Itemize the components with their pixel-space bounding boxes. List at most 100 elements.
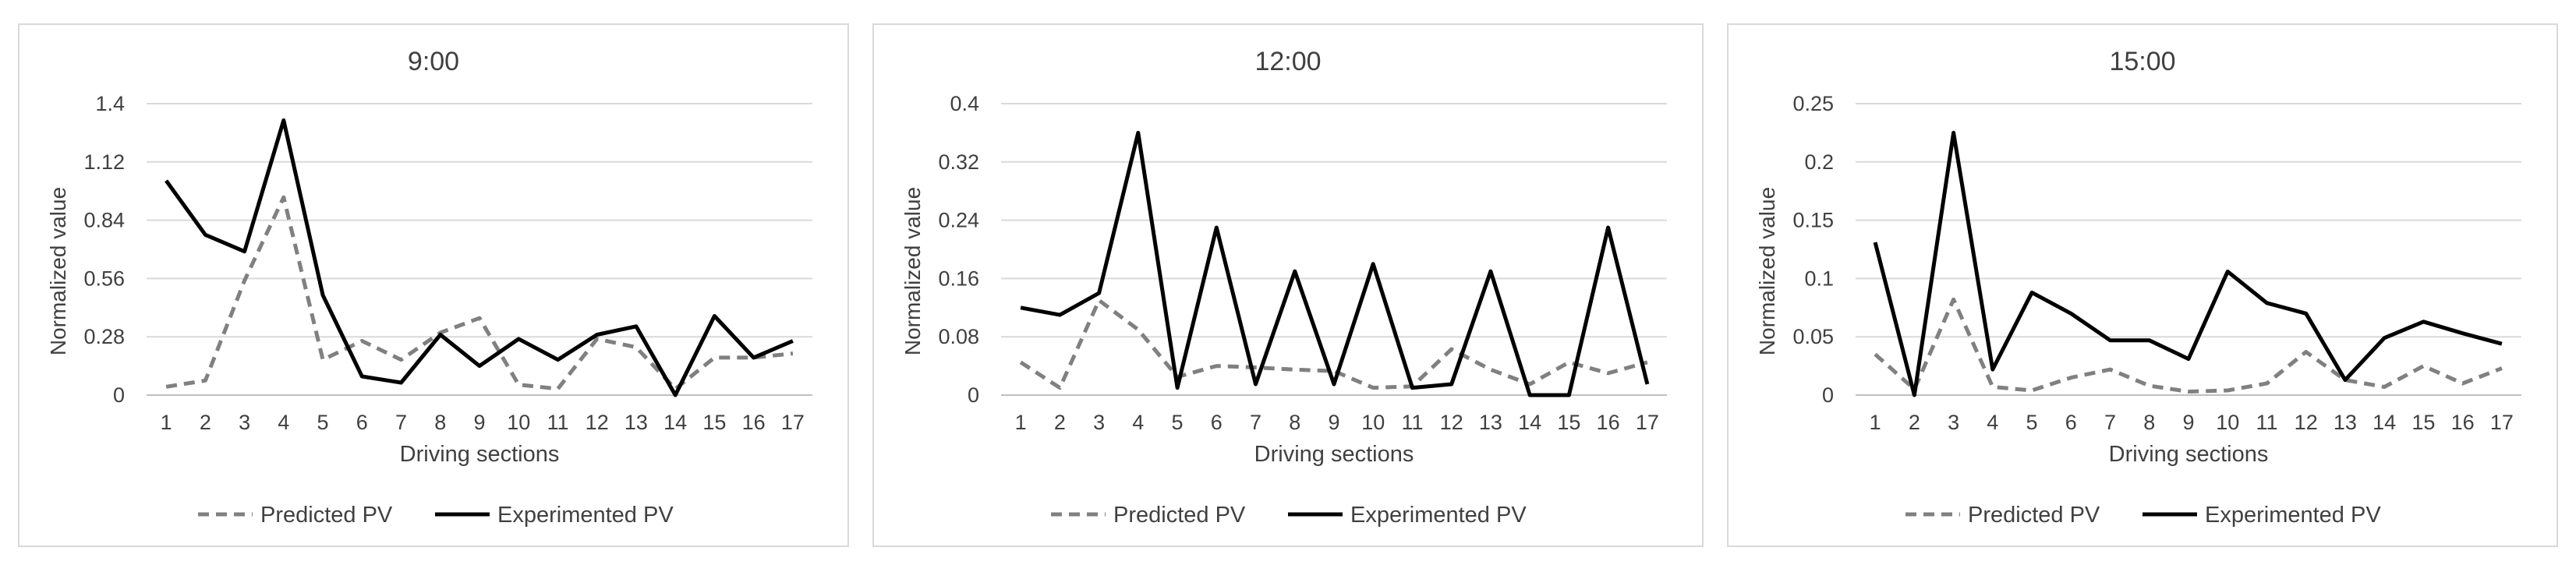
chart-3-xtick-label: 2 bbox=[1909, 411, 1920, 434]
chart-3-ytick-label: 0.15 bbox=[1792, 209, 1834, 232]
chart-panel-1: 9:00 Normalized value Driving sections 0… bbox=[18, 23, 849, 547]
chart-1-legend: Predicted PV Experimented PV bbox=[198, 503, 674, 528]
chart-1-xtick-label: 1 bbox=[161, 411, 172, 434]
chart-2-plot-area: 00.080.160.240.320.41 2 3 4 5 6 7 8 9 10 11 12 13 14 1… bbox=[938, 92, 1667, 434]
chart-1-ytick-label: 1.4 bbox=[95, 92, 125, 115]
chart-2-xtick-label: 17 bbox=[1636, 411, 1659, 434]
chart-1-xtick-label: 15 bbox=[702, 411, 726, 434]
chart-3-xtick-label: 15 bbox=[2411, 411, 2435, 434]
chart-1-xtick-label: 11 bbox=[547, 411, 568, 434]
chart-1-xlabel: Driving sections bbox=[400, 442, 560, 467]
chart-3-plot-area: 00.050.10.150.20.251 2 3 4 5 6 7 8 9 10 11 12 13 14 15… bbox=[1792, 92, 2521, 434]
chart-panel-3: 15:00 Normalized value Driving sections … bbox=[1727, 23, 2558, 547]
chart-1-series-experimented-pv-line bbox=[165, 118, 794, 397]
chart-1-xtick-label: 16 bbox=[742, 411, 766, 434]
chart-1-xtick-label: 10 bbox=[507, 411, 530, 434]
chart-3-ytick-label: 0.25 bbox=[1792, 92, 1834, 115]
chart-3-xtick-label: 13 bbox=[2334, 411, 2357, 434]
chart-1-legend-experimented: Experimented PV bbox=[497, 503, 674, 528]
chart-3-xtick-label: 10 bbox=[2216, 411, 2239, 434]
chart-1-ytick-label: 0.28 bbox=[83, 325, 125, 348]
chart-3-legend-predicted: Predicted PV bbox=[1968, 503, 2100, 528]
chart-3-series-predicted-pv-line bbox=[1874, 297, 2503, 394]
chart-1-ytick-label: 0 bbox=[113, 383, 125, 407]
chart-2-xtick-label: 10 bbox=[1361, 411, 1385, 434]
chart-2-ytick-label: 0.08 bbox=[938, 325, 979, 348]
chart-3-ytick-label: 0.05 bbox=[1792, 325, 1834, 348]
chart-3-xtick-label: 4 bbox=[1987, 411, 1998, 434]
chart-1-xtick-label: 6 bbox=[356, 411, 368, 434]
chart-1-ytick-label: 0.56 bbox=[83, 267, 125, 290]
chart-1-xtick-label: 9 bbox=[473, 411, 485, 434]
chart-1-series-predicted-pv-line bbox=[165, 195, 794, 391]
chart-1-xtick-label: 12 bbox=[586, 411, 609, 434]
chart-2-xtick-label: 12 bbox=[1440, 411, 1463, 434]
chart-3-xtick-label: 9 bbox=[2182, 411, 2194, 434]
chart-3-legend-experimented: Experimented PV bbox=[2205, 503, 2381, 528]
chart-2-ytick-label: 0.16 bbox=[938, 267, 979, 290]
chart-2-xtick-label: 14 bbox=[1518, 411, 1541, 434]
chart-2-legend-experimented: Experimented PV bbox=[1350, 503, 1527, 528]
chart-3-xtick-label: 5 bbox=[2026, 411, 2038, 434]
chart-panel-3-border bbox=[1727, 23, 2558, 547]
chart-2-xtick-label: 4 bbox=[1132, 411, 1144, 434]
chart-2-xtick-label: 8 bbox=[1289, 411, 1300, 434]
chart-panel-1-border bbox=[18, 23, 849, 547]
chart-3-ytick-label: 0.2 bbox=[1804, 150, 1834, 174]
chart-1-xtick-label: 8 bbox=[434, 411, 446, 434]
chart-3-ytick-label: 0.1 bbox=[1804, 267, 1834, 290]
chart-2-ytick-label: 0.32 bbox=[938, 150, 979, 174]
chart-3-legend: Predicted PV Experimented PV bbox=[1905, 503, 2381, 528]
chart-1-xtick-label: 4 bbox=[278, 411, 289, 434]
chart-3-xtick-label: 16 bbox=[2451, 411, 2475, 434]
chart-1-xtick-label: 5 bbox=[317, 411, 329, 434]
chart-2-xtick-label: 2 bbox=[1054, 411, 1066, 434]
chart-3-xtick-label: 7 bbox=[2104, 411, 2116, 434]
chart-panel-2: 12:00 Normalized value Driving sections … bbox=[872, 23, 1704, 547]
chart-3-xtick-label: 12 bbox=[2295, 411, 2318, 434]
chart-1-xtick-label: 17 bbox=[781, 411, 805, 434]
chart-3-xtick-label: 17 bbox=[2490, 411, 2514, 434]
chart-3-ytick-label: 0 bbox=[1822, 383, 1834, 407]
chart-2-xtick-label: 15 bbox=[1557, 411, 1580, 434]
chart-2-ytick-label: 0.24 bbox=[938, 209, 979, 232]
chart-1-xtick-label: 13 bbox=[625, 411, 648, 434]
chart-1-ytick-label: 1.12 bbox=[83, 150, 125, 174]
chart-2-xtick-label: 1 bbox=[1015, 411, 1027, 434]
chart-1-xtick-label: 7 bbox=[395, 411, 407, 434]
chart-2-ytick-label: 0 bbox=[968, 383, 979, 407]
chart-2-xtick-label: 3 bbox=[1093, 411, 1105, 434]
chart-1-legend-predicted: Predicted PV bbox=[260, 503, 393, 528]
chart-3-xtick-label: 6 bbox=[2065, 411, 2077, 434]
chart-3-xtick-label: 3 bbox=[1948, 411, 1959, 434]
chart-3-title: 15:00 bbox=[2109, 47, 2175, 76]
chart-1-plot-area: 00.280.560.841.121.41 2 3 4 5 6 7 8 9 10 11 12 13 14 1… bbox=[83, 92, 812, 434]
chart-3-xtick-label: 14 bbox=[2373, 411, 2396, 434]
chart-2-xtick-label: 11 bbox=[1401, 411, 1423, 434]
chart-2-series-experimented-pv-line bbox=[1020, 130, 1650, 397]
chart-2-ytick-label: 0.4 bbox=[950, 92, 979, 115]
chart-1-title: 9:00 bbox=[408, 47, 459, 76]
chart-2-title: 12:00 bbox=[1254, 47, 1321, 76]
chart-1-xtick-label: 14 bbox=[663, 411, 687, 434]
chart-3-xtick-label: 11 bbox=[2256, 411, 2277, 434]
chart-2-legend-predicted: Predicted PV bbox=[1113, 503, 1246, 528]
chart-3-ylabel: Normalized value bbox=[1755, 187, 1779, 355]
chart-1-ylabel: Normalized value bbox=[46, 187, 70, 355]
chart-2-xtick-label: 13 bbox=[1479, 411, 1502, 434]
chart-1-xtick-label: 2 bbox=[200, 411, 211, 434]
chart-2-series-predicted-pv-line bbox=[1019, 298, 1648, 390]
chart-3-series-experimented-pv-line bbox=[1873, 130, 2503, 397]
chart-2-legend: Predicted PV Experimented PV bbox=[1051, 503, 1527, 528]
chart-2-xtick-label: 5 bbox=[1172, 411, 1184, 434]
chart-2-xtick-label: 16 bbox=[1597, 411, 1620, 434]
chart-3-xtick-label: 8 bbox=[2143, 411, 2155, 434]
chart-1-xtick-label: 3 bbox=[239, 411, 250, 434]
chart-3-xtick-label: 1 bbox=[1870, 411, 1881, 434]
chart-3-xlabel: Driving sections bbox=[2109, 442, 2269, 467]
chart-1-ytick-label: 0.84 bbox=[83, 209, 125, 232]
chart-2-xtick-label: 9 bbox=[1328, 411, 1339, 434]
chart-2-xtick-label: 7 bbox=[1250, 411, 1261, 434]
chart-2-ylabel: Normalized value bbox=[901, 187, 925, 355]
